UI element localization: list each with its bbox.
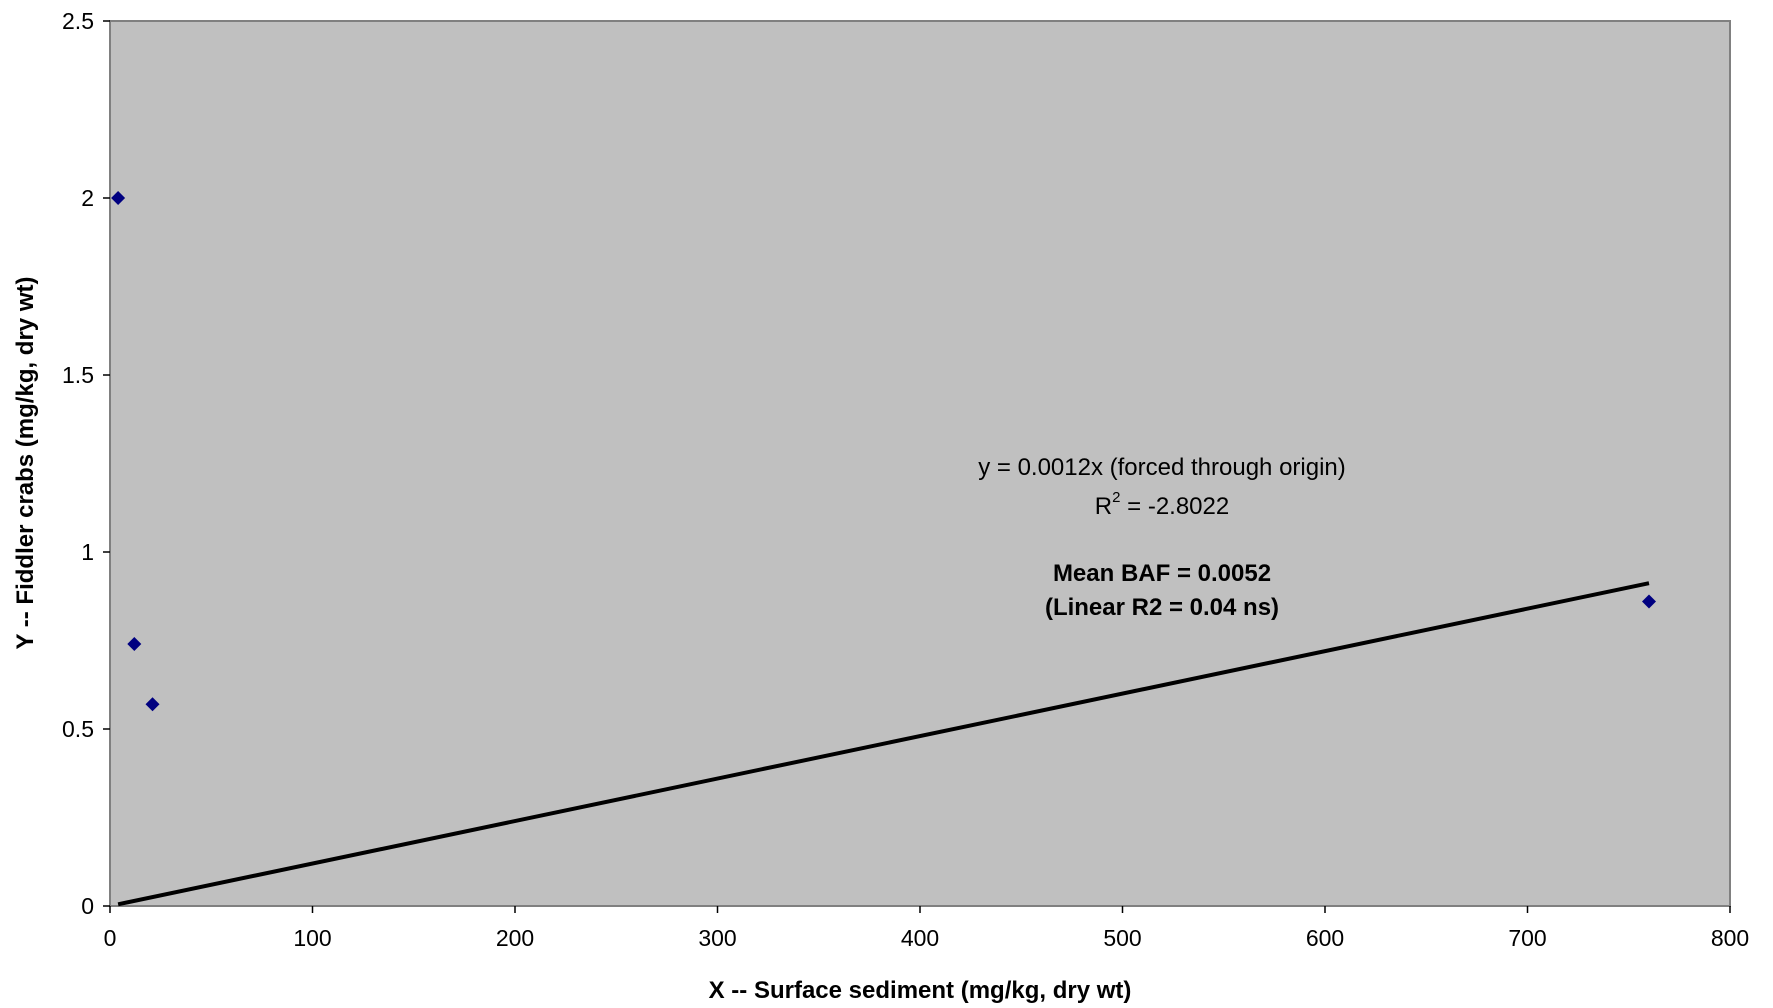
equation-annotation: y = 0.0012x (forced through origin) (978, 454, 1346, 481)
x-tick-label: 200 (496, 925, 534, 951)
y-tick-label: 0 (81, 893, 94, 919)
x-tick-label: 300 (698, 925, 736, 951)
data-point (145, 697, 160, 712)
x-axis-ticks: 0 100 200 300 400 500 600 700 800 (104, 906, 1749, 951)
y-tick-label: 1.5 (62, 362, 94, 388)
plot-area (109, 20, 1731, 907)
x-tick-label: 500 (1103, 925, 1141, 951)
trendline (117, 581, 1650, 907)
data-points (111, 191, 1656, 712)
y-tick-label: 2.5 (62, 8, 94, 34)
x-tick-label: 800 (1711, 925, 1749, 951)
x-tick-label: 600 (1306, 925, 1344, 951)
x-tick-label: 100 (293, 925, 331, 951)
mean-baf-annotation: Mean BAF = 0.0052 (1053, 560, 1271, 587)
y-tick-label: 2 (81, 185, 94, 211)
r-squared-value: = -2.8022 (1120, 493, 1229, 520)
x-tick-label: 700 (1508, 925, 1546, 951)
x-tick-label: 0 (104, 925, 117, 951)
r-squared-annotation: R2 = -2.8022 (1095, 489, 1229, 520)
y-tick-label: 1 (81, 539, 94, 565)
r-squared-superscript: 2 (1112, 489, 1120, 506)
r-squared-base: R (1095, 493, 1112, 520)
x-tick-label: 400 (901, 925, 939, 951)
data-point (111, 191, 126, 205)
y-tick-label: 0.5 (62, 716, 94, 742)
x-axis-title: X -- Surface sediment (mg/kg, dry wt) (709, 977, 1132, 1004)
data-point (127, 637, 142, 652)
data-point (1642, 594, 1656, 609)
linear-r2-annotation: (Linear R2 = 0.04 ns) (1045, 594, 1279, 621)
y-axis-ticks: 0 0.5 1 1.5 2 2.5 (62, 8, 110, 919)
y-axis-title: Y -- Fiddler crabs (mg/kg, dry wt) (12, 277, 39, 650)
trendline-group (117, 581, 1650, 907)
